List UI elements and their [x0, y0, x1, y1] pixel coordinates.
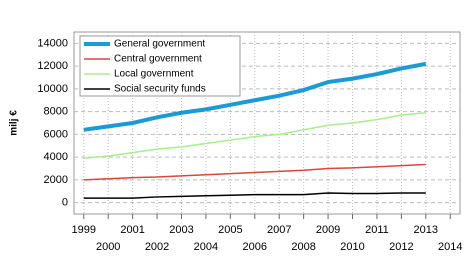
series-line — [83, 112, 426, 160]
x-tick-label: 2003 — [169, 224, 193, 236]
x-tick-label: 2002 — [145, 241, 169, 253]
x-tick-label: 2011 — [365, 224, 389, 236]
x-tick-label: 2005 — [218, 224, 242, 236]
x-tick-label: 2000 — [96, 241, 120, 253]
x-tick-label: 2007 — [267, 224, 291, 236]
y-tick-label: 14000 — [37, 37, 68, 49]
x-tick-label: 1999 — [72, 224, 96, 236]
x-tick-label: 2006 — [243, 241, 267, 253]
y-tick-label: 10000 — [37, 83, 68, 95]
legend-label: Central government — [114, 54, 202, 65]
series-line — [83, 163, 426, 181]
x-tick-label: 2008 — [291, 241, 315, 253]
x-tick-label: 2004 — [194, 241, 218, 253]
x-tick-label: 2013 — [414, 224, 438, 236]
x-tick-label: 2014 — [438, 241, 462, 253]
x-tick-label: 2009 — [316, 224, 340, 236]
legend-label: Local government — [114, 69, 194, 80]
y-tick-label: 8000 — [44, 106, 68, 118]
legend-label: General government — [114, 39, 205, 50]
y-axis-label: milj € — [9, 110, 20, 136]
x-tick-label: 2012 — [389, 241, 413, 253]
legend-label: Social security funds — [114, 84, 206, 95]
y-tick-label: 6000 — [44, 128, 68, 140]
x-tick-label: 2001 — [120, 224, 144, 236]
series-line — [83, 61, 427, 132]
series-line — [83, 192, 426, 199]
x-tick-label: 2010 — [340, 241, 364, 253]
y-tick-label: 12000 — [37, 60, 68, 72]
y-tick-label: 2000 — [44, 174, 68, 186]
y-tick-label: 4000 — [44, 151, 68, 163]
y-tick-label: 0 — [62, 197, 68, 209]
